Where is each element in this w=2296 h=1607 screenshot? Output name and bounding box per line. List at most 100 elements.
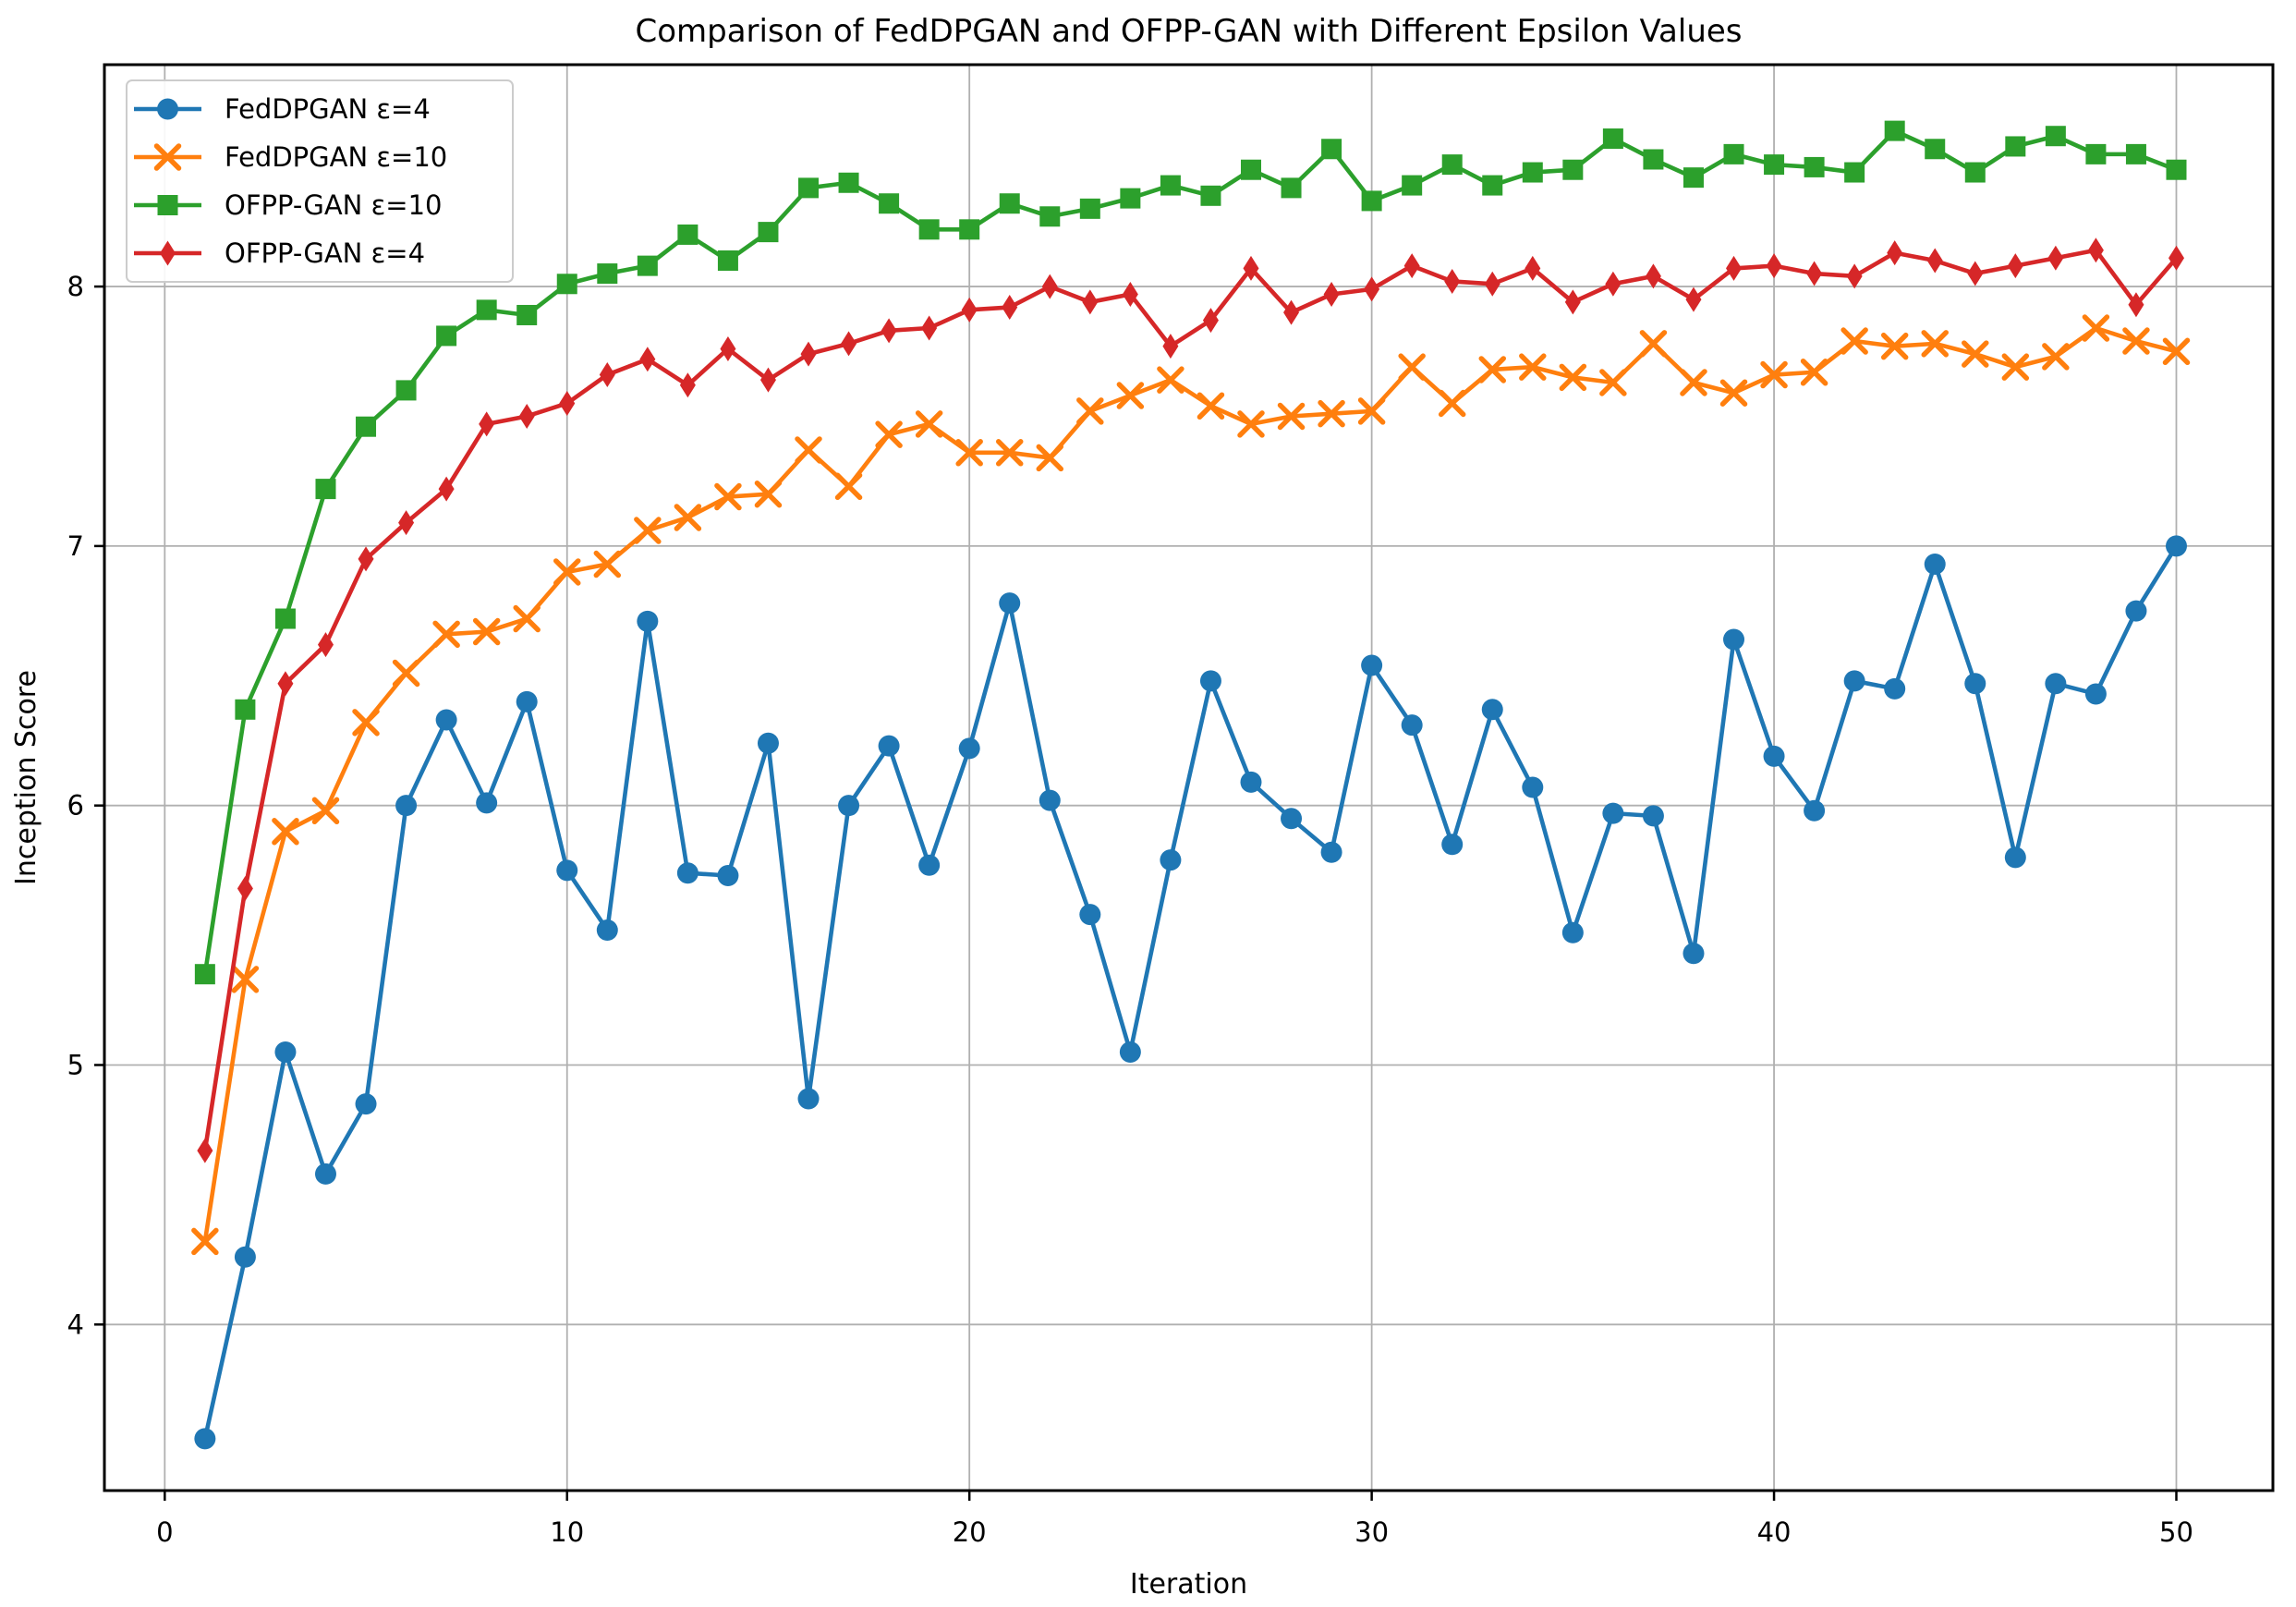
y-axis-label: Inception Score	[10, 670, 43, 885]
data-point	[1160, 849, 1182, 871]
data-point	[234, 1246, 256, 1268]
chart-title: Comparison of FedDPGAN and OFPP-GAN with…	[635, 13, 1742, 50]
data-point	[1237, 410, 1265, 438]
data-point	[1484, 271, 1500, 297]
data-point	[2125, 600, 2147, 622]
data-point	[1197, 392, 1225, 420]
legend-label: FedDPGAN ε=10	[225, 141, 447, 173]
data-point	[2122, 327, 2150, 355]
data-point	[1039, 789, 1061, 811]
square-marker-icon	[157, 195, 178, 215]
data-point	[1398, 353, 1426, 381]
data-point	[1438, 389, 1466, 418]
data-point	[194, 964, 215, 985]
legend-item-ofpp-gan-eps10: OFPP-GAN ε=10	[134, 189, 442, 221]
data-point	[237, 876, 253, 902]
data-point	[1240, 159, 1261, 180]
data-point	[1002, 295, 1018, 321]
x-tick-label: 40	[1757, 1516, 1792, 1548]
data-point	[593, 550, 622, 578]
data-point	[1843, 670, 1865, 692]
data-point	[959, 219, 980, 240]
data-point	[1364, 276, 1380, 302]
data-point	[879, 193, 900, 214]
data-point	[476, 299, 497, 321]
data-point	[1525, 255, 1541, 281]
data-point	[317, 632, 334, 658]
data-point	[1036, 444, 1064, 472]
data-point	[556, 274, 577, 295]
data-point	[999, 193, 1020, 214]
data-point	[838, 172, 859, 193]
x-tick-label: 10	[550, 1516, 584, 1548]
data-point	[315, 479, 336, 500]
data-point	[2004, 846, 2026, 869]
data-point	[1481, 699, 1503, 721]
legend-item-feddpgan-eps4: FedDPGAN ε=4	[134, 93, 431, 125]
data-point	[1243, 255, 1259, 281]
data-point	[1323, 282, 1340, 308]
data-point	[875, 420, 903, 448]
data-point	[1645, 263, 1661, 289]
y-tick-label: 8	[67, 271, 84, 302]
data-point	[1967, 261, 1984, 286]
data-point	[2082, 314, 2110, 342]
x-tick-label: 20	[953, 1516, 987, 1548]
data-point	[479, 411, 495, 437]
data-point	[1844, 162, 1865, 183]
data-point	[838, 795, 860, 817]
diamond-marker-icon	[160, 240, 176, 266]
data-point	[518, 403, 535, 429]
y-tick-label: 5	[67, 1049, 84, 1080]
data-point	[677, 224, 699, 245]
data-point	[1318, 399, 1345, 428]
data-point	[2001, 353, 2030, 381]
data-point	[637, 610, 659, 632]
legend: FedDPGAN ε=4 FedDPGAN ε=10 OFPP-GAN ε=10 OF…	[126, 79, 514, 283]
data-point	[2045, 673, 2067, 695]
data-point	[1723, 628, 1745, 651]
data-point	[1403, 253, 1420, 279]
data-point	[1800, 358, 1828, 386]
data-point	[472, 617, 501, 646]
data-point	[1361, 654, 1383, 676]
data-point	[235, 699, 256, 720]
data-point	[918, 854, 941, 876]
series-ofpp-gan-eps10	[194, 120, 2187, 985]
data-point	[1884, 677, 1906, 700]
data-point	[274, 608, 296, 629]
y-tick-label: 6	[67, 790, 84, 822]
data-point	[795, 436, 822, 464]
data-point	[1079, 198, 1100, 219]
data-point	[194, 1428, 216, 1450]
data-point	[878, 735, 900, 757]
data-point	[674, 504, 702, 531]
data-point	[1726, 255, 1743, 281]
data-point	[1763, 745, 1785, 767]
data-point	[1924, 554, 1946, 576]
data-point	[1401, 714, 1423, 737]
data-point	[2005, 136, 2026, 157]
data-point	[961, 297, 978, 323]
data-point	[596, 919, 618, 941]
data-point	[1764, 154, 1785, 176]
data-point	[2047, 245, 2064, 271]
data-point	[1602, 802, 1624, 824]
data-point	[1240, 771, 1262, 793]
data-point	[1522, 162, 1543, 183]
data-point	[881, 318, 897, 344]
data-point	[1082, 289, 1099, 315]
data-point	[1643, 149, 1664, 170]
data-point	[436, 325, 457, 347]
data-point	[559, 390, 576, 416]
data-point	[597, 263, 618, 285]
data-point	[915, 410, 943, 438]
data-point	[758, 222, 779, 243]
data-point	[1120, 188, 1141, 209]
data-point	[1840, 327, 1868, 355]
data-point	[1482, 175, 1503, 196]
data-point	[999, 592, 1021, 615]
data-point	[435, 709, 457, 731]
legend-label: OFPP-GAN ε=4	[225, 237, 425, 269]
